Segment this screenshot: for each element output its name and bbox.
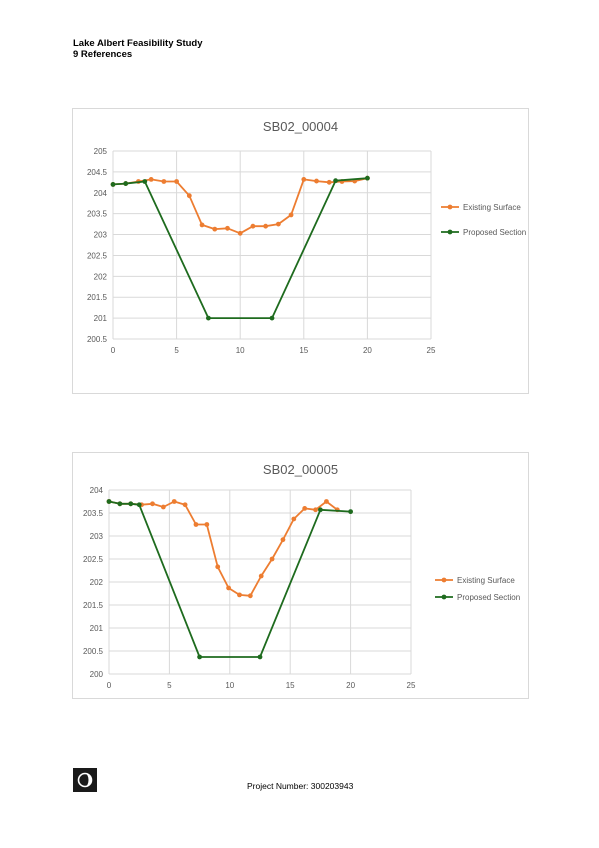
y-tick-label: 203.5 [87, 210, 108, 219]
data-point-proposed-section [142, 179, 148, 184]
data-point-proposed-section [110, 182, 116, 187]
data-point-existing-surface [247, 593, 253, 599]
data-point-existing-surface [186, 193, 192, 199]
series-line-existing-surface [108, 500, 338, 597]
data-point-existing-surface [250, 223, 256, 229]
project-number: Project Number: 300203943 [247, 781, 354, 791]
data-point-existing-surface [215, 564, 221, 570]
legend-label: Existing Surface [457, 576, 515, 585]
x-tick-label: 20 [363, 346, 372, 355]
data-point-existing-surface [237, 592, 242, 598]
data-point-existing-surface [291, 516, 297, 522]
chart-sb02-00004: SB02_00004 200.5 201 201.5 202 202.5 203 203.5 2… [72, 108, 529, 394]
x-tick-label: 0 [111, 346, 116, 355]
document-title: Lake Albert Feasibility Study [73, 38, 203, 49]
y-tick-label: 201 [90, 624, 104, 633]
y-tick-label: 203 [90, 532, 104, 541]
y-tick-label: 202 [94, 272, 108, 281]
x-tick-label: 15 [299, 346, 308, 355]
y-tick-label: 205 [94, 147, 108, 156]
data-point-proposed-section [128, 501, 134, 507]
data-point-proposed-section [257, 654, 263, 660]
x-tick-label: 5 [167, 681, 172, 690]
data-point-existing-surface [313, 507, 318, 513]
x-tick-label: 0 [107, 681, 112, 690]
chart-title: SB02_00004 [263, 119, 338, 134]
x-tick-label: 10 [236, 346, 245, 355]
data-point-existing-surface [199, 222, 205, 228]
data-point-proposed-section [206, 315, 211, 321]
data-point-existing-surface [193, 522, 199, 527]
legend-marker [441, 577, 447, 583]
chart-sb02-00005: SB02_00005 200 200.5 201 201.5 202 202.5 203 203… [72, 452, 529, 699]
logo-icon [77, 772, 93, 788]
chart-svg: SB02_00005200200.5201201.5202202.5203203… [83, 462, 520, 690]
data-point-existing-surface [324, 499, 329, 504]
y-tick-label: 200 [90, 670, 104, 679]
data-point-proposed-section [333, 178, 338, 184]
data-point-existing-surface [160, 504, 166, 510]
x-tick-label: 25 [427, 346, 436, 355]
data-point-proposed-section [269, 315, 275, 321]
data-point-existing-surface [326, 179, 332, 185]
y-tick-label: 202 [90, 578, 104, 587]
data-point-existing-surface [263, 223, 269, 229]
data-point-existing-surface [258, 573, 264, 579]
y-tick-label: 203.5 [83, 509, 104, 518]
data-point-proposed-section [106, 499, 112, 504]
data-point-existing-surface [226, 585, 231, 591]
y-tick-label: 204 [90, 486, 104, 495]
chart-title: SB02_00005 [263, 462, 338, 477]
data-point-existing-surface [269, 556, 275, 562]
y-tick-label: 203 [94, 231, 108, 240]
chart-svg: SB02_00004 200.5 201 201.5 202 202.5 203 203.5 2… [87, 119, 526, 355]
data-point-existing-surface [314, 178, 319, 184]
data-point-existing-surface [204, 522, 210, 527]
y-tick-label: 201.5 [83, 601, 104, 610]
x-tick-label: 25 [407, 681, 416, 690]
y-tick-label: 200.5 [87, 335, 108, 344]
y-tick-label: 204 [94, 189, 108, 198]
x-tick-label: 15 [286, 681, 295, 690]
legend-label: Proposed Section [463, 228, 526, 237]
data-point-proposed-section [136, 502, 142, 508]
data-point-existing-surface [174, 179, 179, 184]
legend-label: Proposed Section [457, 593, 520, 602]
data-point-existing-surface [288, 212, 294, 218]
legend-marker [447, 229, 453, 235]
x-tick-label: 5 [174, 346, 179, 355]
legend-marker [441, 594, 447, 600]
data-point-existing-surface [171, 499, 177, 504]
data-point-existing-surface [302, 506, 308, 511]
data-point-existing-surface [182, 502, 188, 508]
data-point-proposed-section [117, 501, 123, 507]
x-tick-label: 10 [225, 681, 234, 690]
y-tick-label: 201 [94, 314, 108, 323]
data-point-existing-surface [237, 230, 243, 236]
data-point-existing-surface [280, 537, 286, 543]
y-tick-label: 200.5 [83, 647, 104, 656]
data-point-proposed-section [197, 654, 202, 660]
data-point-existing-surface [148, 177, 154, 182]
legend-label: Existing Surface [463, 203, 521, 212]
legend-marker [447, 204, 453, 210]
y-tick-label: 202.5 [87, 251, 108, 260]
data-point-proposed-section [123, 181, 129, 186]
data-point-existing-surface [150, 501, 155, 507]
document-header: Lake Albert Feasibility Study 9 Referenc… [73, 38, 203, 60]
x-tick-label: 20 [346, 681, 355, 690]
y-tick-label: 204.5 [87, 168, 108, 177]
data-point-proposed-section [318, 507, 323, 513]
data-point-proposed-section [365, 175, 370, 181]
y-tick-label: 201.5 [87, 293, 108, 302]
data-point-existing-surface [301, 177, 307, 182]
section-heading: 9 References [73, 49, 133, 60]
data-point-existing-surface [225, 225, 230, 231]
data-point-proposed-section [348, 509, 353, 515]
data-point-existing-surface [212, 226, 218, 232]
data-point-existing-surface [161, 179, 167, 184]
y-tick-label: 202.5 [83, 555, 104, 564]
company-logo [73, 768, 97, 792]
data-point-existing-surface [275, 221, 281, 227]
